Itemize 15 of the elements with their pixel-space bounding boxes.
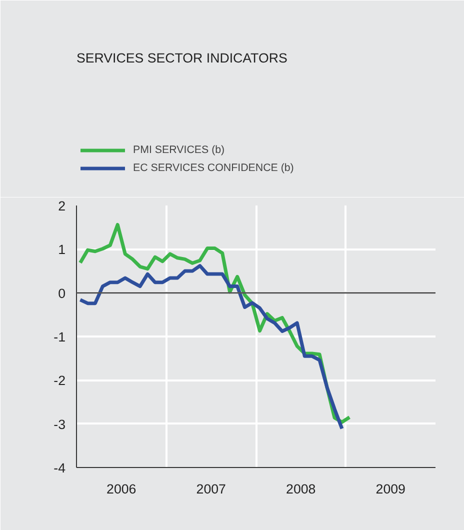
y-tick-label: -2 <box>54 373 66 388</box>
y-tick-label: 0 <box>58 286 66 301</box>
x-tick-label: 2006 <box>106 482 136 496</box>
y-tick-label: 2 <box>58 198 66 214</box>
y-tick-label: -1 <box>54 330 66 344</box>
line-series <box>78 264 344 430</box>
y-tick-label: 1 <box>58 242 66 258</box>
y-tick-label: -4 <box>54 460 66 476</box>
y-tick-label: -3 <box>54 416 66 432</box>
chart-title: SERVICES SECTOR INDICATORS <box>76 50 288 66</box>
legend-label: EC SERVICES CONFIDENCE (b) <box>133 162 294 174</box>
x-tick-label: 2007 <box>196 482 226 496</box>
x-tick-label: 2009 <box>376 482 406 496</box>
x-tick-label: 2008 <box>286 482 316 496</box>
legend-label: PMI SERVICES (b) <box>133 144 225 156</box>
